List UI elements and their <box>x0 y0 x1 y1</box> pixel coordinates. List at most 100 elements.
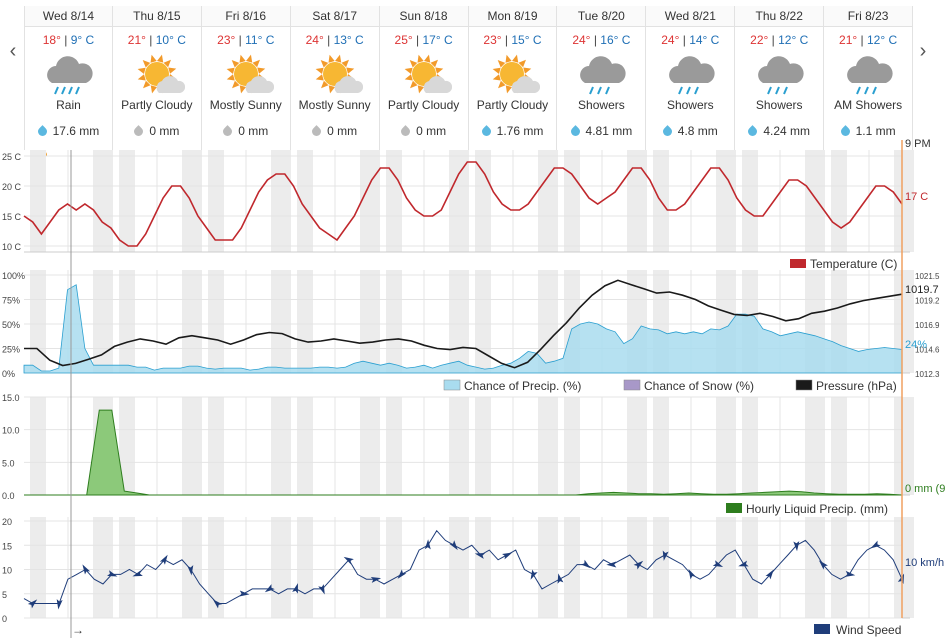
night-shade <box>831 150 847 252</box>
precip-amount: 1.1 mm <box>855 124 896 138</box>
night-shade <box>742 517 758 618</box>
wind-arrow-head <box>292 583 298 594</box>
wind-end-label: 10 km/h <box>905 557 944 569</box>
pressure-end-label: 1019.7 <box>905 284 939 296</box>
wind-direction-arrow <box>502 552 513 560</box>
wind-direction-arrow <box>159 554 168 565</box>
showers-icon <box>824 49 912 97</box>
day-temps: 18° | 9° C <box>42 33 95 47</box>
night-shade <box>716 517 736 618</box>
night-shade <box>93 517 113 618</box>
night-shade <box>208 397 224 495</box>
night-shade <box>182 397 202 495</box>
wind-direction-arrow <box>264 584 275 593</box>
night-shade <box>208 150 224 252</box>
low-temp: 9° C <box>70 33 95 47</box>
day-condition: Mostly Sunny <box>209 98 282 112</box>
night-shade <box>297 517 313 618</box>
wind-arrow-head <box>82 564 91 575</box>
night-shade <box>93 270 113 373</box>
night-shade <box>30 397 46 495</box>
day-precip: 0 mm <box>291 124 379 138</box>
wind-arrow-head <box>557 573 564 584</box>
legend-precip-chance: Chance of Precip. (%) <box>464 379 581 393</box>
wind-direction-arrow <box>370 576 382 583</box>
wind-direction-arrow <box>239 590 250 597</box>
liquid-ytick: 0.0 <box>2 491 15 501</box>
day-condition: Partly Cloudy <box>121 98 193 112</box>
night-shade <box>271 270 291 373</box>
wind-arrow-head <box>688 569 696 580</box>
day-column[interactable]: Fri 8/23 21° | 12° C AM Showers 1.1 mm <box>824 6 914 156</box>
legend-temperature: Temperature (C) <box>810 257 897 271</box>
night-shade <box>538 397 558 495</box>
liquid-ytick: 15.0 <box>2 393 20 403</box>
wind-direction-arrow <box>343 556 354 565</box>
day-column[interactable]: Sun 8/18 25° | 17° C Partly Cloudy 0 mm <box>379 6 469 156</box>
night-shade <box>538 517 558 618</box>
wind-arrow-head <box>844 570 856 577</box>
wind-arrow-head <box>765 569 774 580</box>
night-shade <box>475 150 491 252</box>
wind-direction-arrow <box>187 565 194 576</box>
night-shade <box>627 517 647 618</box>
wind-ytick: 5 <box>2 590 7 600</box>
wind-direction-arrow <box>212 599 223 609</box>
wind-ytick: 10 <box>2 566 12 576</box>
next-arrow-button[interactable]: › <box>919 40 927 62</box>
pressure-ytick: 1019.2 <box>915 297 940 306</box>
wind-direction-arrow <box>870 540 881 549</box>
wind-direction-arrow <box>397 569 407 579</box>
day-column[interactable]: Thu 8/15 21° | 10° C Partly Cloudy 0 mm <box>112 6 202 156</box>
day-temps: 23° | 15° C <box>483 33 542 47</box>
day-column[interactable]: Wed 8/21 24° | 14° C Showers 4.8 mm <box>646 6 736 156</box>
night-shade <box>742 397 758 495</box>
precip-amount: 1.76 mm <box>496 124 544 138</box>
wind-ytick: 0 <box>2 614 7 624</box>
prev-arrow-button[interactable]: ‹ <box>9 40 17 62</box>
wind-direction-label: → <box>72 623 84 637</box>
precip-amount: 17.6 mm <box>52 124 100 138</box>
day-column[interactable]: Thu 8/22 22° | 12° C Showers 4.24 mm <box>735 6 825 156</box>
wind-arrow-head <box>318 584 325 595</box>
wind-arrow-head <box>56 599 63 610</box>
night-shade <box>119 150 135 252</box>
sun-icon <box>202 49 290 97</box>
day-temps: 24° | 13° C <box>305 33 364 47</box>
precip-ytick: 75% <box>2 296 20 306</box>
pressure-line <box>24 279 903 369</box>
day-date: Fri 8/23 <box>824 6 913 27</box>
day-column[interactable]: Mon 8/19 23° | 15° C Partly Cloudy 1.76 … <box>468 6 558 156</box>
liquid-end-label: 0 mm (9 <box>905 483 945 495</box>
day-column[interactable]: Sat 8/17 24° | 13° C Mostly Sunny 0 mm <box>290 6 380 156</box>
high-temp: 25° <box>394 33 413 47</box>
night-shade <box>538 150 558 252</box>
wind-direction-arrow <box>662 550 669 561</box>
wind-arrow-head <box>502 552 513 560</box>
wind-direction-arrow <box>107 570 118 577</box>
night-shade <box>386 397 402 495</box>
night-shade <box>386 150 402 252</box>
precip-amount: 0 mm <box>238 124 269 138</box>
night-shade <box>831 397 847 495</box>
low-temp: 10° C <box>155 33 186 47</box>
day-column[interactable]: Wed 8/14 18° | 9° C Rain 17.6 mm <box>24 6 113 156</box>
precip-end-label: 24% <box>905 339 927 351</box>
day-condition: Rain <box>56 98 81 112</box>
precip-amount: 0 mm <box>149 124 180 138</box>
legend-swatch-liquid <box>726 503 742 513</box>
temperature-line <box>23 161 903 247</box>
day-temps: 21° | 12° C <box>839 33 898 47</box>
day-column[interactable]: Fri 8/16 23° | 11° C Mostly Sunny 0 mm <box>201 6 291 156</box>
night-shade <box>360 397 380 495</box>
pressure-ytick: 1016.9 <box>915 321 940 330</box>
night-shade <box>271 150 291 252</box>
night-shade <box>93 150 113 252</box>
low-temp: 12° C <box>867 33 898 47</box>
precip-ytick: 100% <box>2 271 25 281</box>
wind-arrow-head <box>264 584 275 593</box>
day-condition: Showers <box>755 98 803 112</box>
wind-direction-arrow <box>606 561 617 568</box>
pressure-ytick: 1021.5 <box>915 272 940 281</box>
